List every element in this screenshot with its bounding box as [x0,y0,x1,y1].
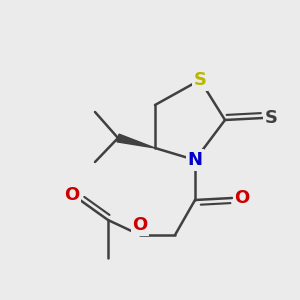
Text: S: S [194,71,206,89]
Text: S: S [265,109,278,127]
Text: O: O [234,189,250,207]
Text: O: O [64,186,80,204]
Text: N: N [188,151,202,169]
Polygon shape [117,134,155,148]
Text: O: O [132,216,148,234]
